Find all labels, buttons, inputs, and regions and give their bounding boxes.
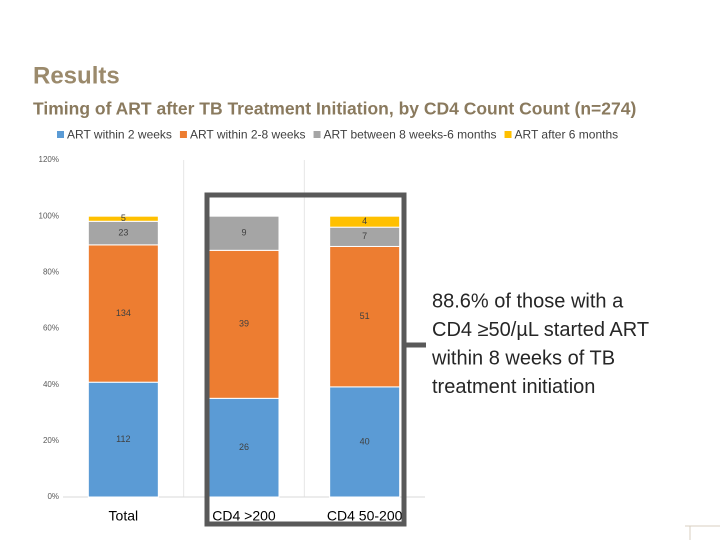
legend-swatch <box>57 131 64 138</box>
bar-segment <box>329 386 401 498</box>
bar-segment <box>87 244 159 383</box>
annotation: treatment initiation <box>432 376 595 398</box>
data-label: 51 <box>360 311 370 321</box>
legend-swatch <box>313 131 321 138</box>
bar-segment <box>87 215 159 222</box>
data-label: 4 <box>362 216 367 226</box>
data-label: 39 <box>239 319 249 329</box>
annotation: within 8 weeks of TB <box>431 347 615 369</box>
legend-label: ART between 8 weeks-6 months <box>324 128 497 142</box>
annotation: 88.6% of those with a <box>432 290 624 312</box>
legend-label: ART within 2-8 weeks <box>190 128 306 142</box>
highlight-box <box>204 192 407 527</box>
heading: Results <box>33 62 120 89</box>
y-tick-label: 120% <box>39 155 59 164</box>
x-tick-label: CD4 50-200 <box>327 508 403 524</box>
bar-segment <box>329 215 401 228</box>
chart-title: Timing of ART after TB Treatment Initiat… <box>33 99 636 119</box>
data-label: 9 <box>241 228 246 238</box>
bar-segment <box>208 215 280 251</box>
x-tick-label: CD4 >200 <box>212 508 276 524</box>
legend-swatch <box>179 131 187 138</box>
legend-label: ART after 6 months <box>515 128 619 142</box>
y-tick-label: 80% <box>43 267 59 276</box>
y-tick-label: 100% <box>39 211 59 220</box>
data-label: 23 <box>118 227 128 237</box>
data-label: 5 <box>121 213 126 223</box>
data-label: 134 <box>116 308 131 318</box>
data-label: 40 <box>360 436 370 446</box>
data-label: 26 <box>239 442 249 452</box>
annotation: CD4 ≥50/µL started ART <box>432 319 649 341</box>
y-tick-label: 40% <box>43 380 59 389</box>
legend-swatch <box>504 131 512 138</box>
y-tick-label: 0% <box>47 492 59 501</box>
y-tick-label: 60% <box>43 324 59 333</box>
data-label: 7 <box>362 231 367 241</box>
y-tick-label: 20% <box>43 436 59 445</box>
data-label: 112 <box>116 434 130 444</box>
x-tick-label: Total <box>109 508 139 524</box>
bar-segment <box>87 381 159 498</box>
legend-label: ART within 2 weeks <box>67 128 172 142</box>
bar-segment <box>329 245 401 388</box>
